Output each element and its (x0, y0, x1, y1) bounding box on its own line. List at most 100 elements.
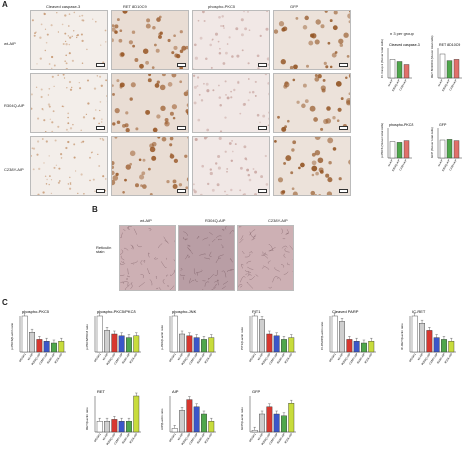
error-bar (340, 318, 344, 322)
bar (193, 337, 200, 353)
x-tick-label: wt-AIP (437, 78, 444, 87)
bar (389, 59, 396, 79)
error-bar (45, 338, 48, 342)
chart-title: RET 8D10C9 (439, 43, 460, 47)
bar (273, 413, 280, 433)
bar (389, 141, 396, 159)
chart-axis (94, 396, 141, 433)
x-tick-label: R304Q-AIP (180, 352, 191, 366)
x-tick-label: C238Y-AIP (113, 352, 124, 365)
panel-c-chart: GFP GFP/β-actin ratio MGGH1 wt-AIPR304Q-AIP… (240, 389, 296, 446)
bar (419, 323, 425, 353)
error-bar (23, 312, 26, 316)
error-bar (413, 312, 416, 316)
x-tick-label: R304Q-AIP (105, 432, 116, 446)
x-tick-label: C238Y-AIP (268, 352, 279, 365)
error-bar (210, 334, 213, 338)
bar (441, 339, 447, 353)
bar (331, 315, 338, 353)
x-tick-label: MGGH1 (18, 352, 27, 363)
bar (186, 335, 193, 353)
x-tick-label: R304Q-AIP (30, 352, 41, 366)
x-tick-label: wt-AIP (101, 352, 109, 361)
bar (171, 428, 178, 433)
bar (433, 337, 440, 353)
chart-ylabel: p-PKCδ/PKCδ ratio (85, 324, 89, 350)
bar (273, 335, 280, 353)
error-bar (195, 403, 198, 407)
x-tick-label: R304Q-AIP (391, 78, 401, 92)
reticulin-image (237, 225, 294, 291)
ihc-image (192, 10, 270, 70)
chart-title: IC-RET (412, 309, 426, 314)
bar (361, 342, 367, 353)
panel-c-chart: AIP AIP/β-actin ratio MGGH1 wt-AIPR304Q-AIP… (160, 389, 216, 446)
panel-b-col-header: R304Q-AIP (205, 218, 226, 223)
bar (281, 415, 287, 433)
bar (368, 341, 375, 353)
bar (133, 335, 140, 353)
error-bar (127, 418, 131, 422)
chart-ylabel: GFP (%over total cells) (430, 127, 434, 158)
bar (281, 339, 287, 353)
panel-c-chart: Cleaved PARP Cl-PARP/β-actin ratio MGGH1 wt… (320, 309, 376, 366)
chart-ylabel: AIP/β-actin ratio (160, 408, 164, 430)
chart-title: Cleaved caspase-3 (389, 43, 420, 47)
x-tick-label: MGGH1 (93, 432, 102, 443)
bar (179, 333, 186, 353)
bar (104, 330, 111, 353)
bar (96, 420, 103, 433)
ihc-image (273, 136, 351, 196)
x-tick-label: R16H-AIP (196, 432, 206, 444)
bar (353, 341, 360, 353)
panel-a-side-chart: phospho-PKCδ p-PKCδ (%over total cells)wt… (380, 123, 413, 172)
chart-title: PIT1 (252, 309, 261, 314)
bar (29, 332, 35, 353)
bar (21, 315, 28, 353)
x-tick-label: MGGH1 (248, 352, 257, 363)
bar (396, 142, 403, 159)
bar (339, 321, 345, 353)
reticulin-image (178, 225, 235, 291)
error-bar (120, 332, 123, 336)
error-bar (52, 339, 56, 343)
panel-a-col-header: GFP (290, 4, 299, 9)
error-bar (268, 330, 271, 334)
x-tick-label: C238Y-AIP (38, 352, 49, 365)
bar (208, 337, 215, 353)
chart-ylabel: p-JNK/β-actin ratio (160, 325, 164, 350)
error-bar (105, 418, 109, 422)
bar (171, 315, 178, 353)
error-bar (450, 338, 453, 342)
x-tick-label: C238Y-AIP (448, 158, 458, 171)
x-tick-label: C238Y-AIP (113, 432, 124, 445)
chart-axis (409, 316, 456, 353)
error-bar (188, 396, 191, 400)
x-tick-label: wt-AIP (387, 78, 394, 87)
bar (104, 420, 111, 433)
bar (426, 330, 433, 353)
error-bar (290, 334, 293, 338)
panel-a-col-header: RET 8D10C9 (123, 4, 147, 9)
ihc-image (111, 73, 189, 133)
panel-c-chart: phospho-JNK p-JNK/β-actin ratio MGGH1 wt-AI… (160, 309, 216, 366)
error-bar (333, 312, 336, 316)
x-tick-label: wt-AIP (256, 432, 264, 441)
bar (200, 339, 207, 353)
x-tick-label: wt-AIP (176, 352, 184, 361)
bar (96, 315, 103, 353)
error-bar (428, 327, 431, 331)
error-bar (135, 332, 138, 336)
error-bar (260, 316, 264, 320)
x-tick-label: MGGH1 (168, 352, 177, 363)
x-tick-label: wt-AIP (416, 352, 424, 361)
x-tick-label: C238Y-AIP (188, 432, 199, 445)
error-bar (180, 330, 184, 334)
chart-title: GFP (252, 389, 261, 394)
x-tick-label: R106-AIP (283, 352, 293, 364)
panel-c-chart: PIT1 PIT1/β-actin ratio MGGH1 wt-AIPR304Q-A… (240, 309, 296, 366)
error-bar (173, 312, 176, 316)
panel-a-letter: A (2, 0, 8, 9)
bar (396, 61, 403, 79)
